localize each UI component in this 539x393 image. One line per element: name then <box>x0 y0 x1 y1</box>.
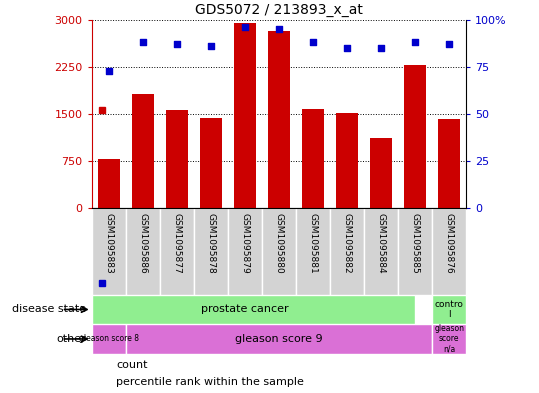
Text: disease state: disease state <box>12 305 86 314</box>
Text: gleason score 9: gleason score 9 <box>235 334 323 344</box>
Bar <box>92 295 415 324</box>
Bar <box>302 109 324 208</box>
Text: GSM1095877: GSM1095877 <box>172 213 181 274</box>
Point <box>240 24 249 30</box>
Bar <box>364 208 398 295</box>
Bar <box>398 208 432 295</box>
Text: other: other <box>57 334 86 344</box>
Text: gleason
score
n/a: gleason score n/a <box>434 324 464 354</box>
Text: GSM1095881: GSM1095881 <box>308 213 317 274</box>
Bar <box>234 23 256 208</box>
Bar <box>404 65 426 208</box>
Text: GSM1095885: GSM1095885 <box>411 213 420 274</box>
Text: percentile rank within the sample: percentile rank within the sample <box>116 377 304 387</box>
Text: contro
l: contro l <box>435 300 464 319</box>
Text: GSM1095879: GSM1095879 <box>240 213 250 274</box>
Text: GSM1095880: GSM1095880 <box>274 213 284 274</box>
Bar <box>126 208 160 295</box>
Text: GSM1095882: GSM1095882 <box>343 213 351 273</box>
Bar <box>336 113 358 208</box>
Point <box>172 41 181 47</box>
Point <box>343 45 351 51</box>
Bar <box>194 208 228 295</box>
Point <box>411 39 419 46</box>
Bar <box>160 208 194 295</box>
Text: GSM1095884: GSM1095884 <box>377 213 385 273</box>
Point <box>445 41 453 47</box>
Bar <box>370 138 392 208</box>
Bar <box>438 119 460 208</box>
Bar <box>432 295 466 324</box>
Bar <box>132 94 154 208</box>
Bar <box>165 110 188 208</box>
Point <box>105 68 113 74</box>
Bar <box>92 208 126 295</box>
Point <box>309 39 317 46</box>
Title: GDS5072 / 213893_x_at: GDS5072 / 213893_x_at <box>195 3 363 17</box>
Bar <box>126 324 432 354</box>
Bar <box>330 208 364 295</box>
Bar <box>268 31 290 208</box>
Bar <box>228 208 262 295</box>
Bar <box>296 208 330 295</box>
Bar <box>200 118 222 208</box>
Text: count: count <box>116 360 147 370</box>
Text: GSM1095883: GSM1095883 <box>104 213 113 274</box>
Point <box>139 39 147 46</box>
Bar <box>98 159 120 208</box>
Text: GSM1095878: GSM1095878 <box>206 213 215 274</box>
Bar <box>262 208 296 295</box>
Text: prostate cancer: prostate cancer <box>201 305 289 314</box>
Text: gleason score 8: gleason score 8 <box>79 334 139 343</box>
Bar <box>92 324 126 354</box>
Bar <box>432 324 466 354</box>
Text: GSM1095876: GSM1095876 <box>445 213 454 274</box>
Point <box>377 45 385 51</box>
Point <box>275 26 284 32</box>
Point <box>206 43 215 49</box>
Bar <box>432 208 466 295</box>
Text: GSM1095886: GSM1095886 <box>138 213 147 274</box>
